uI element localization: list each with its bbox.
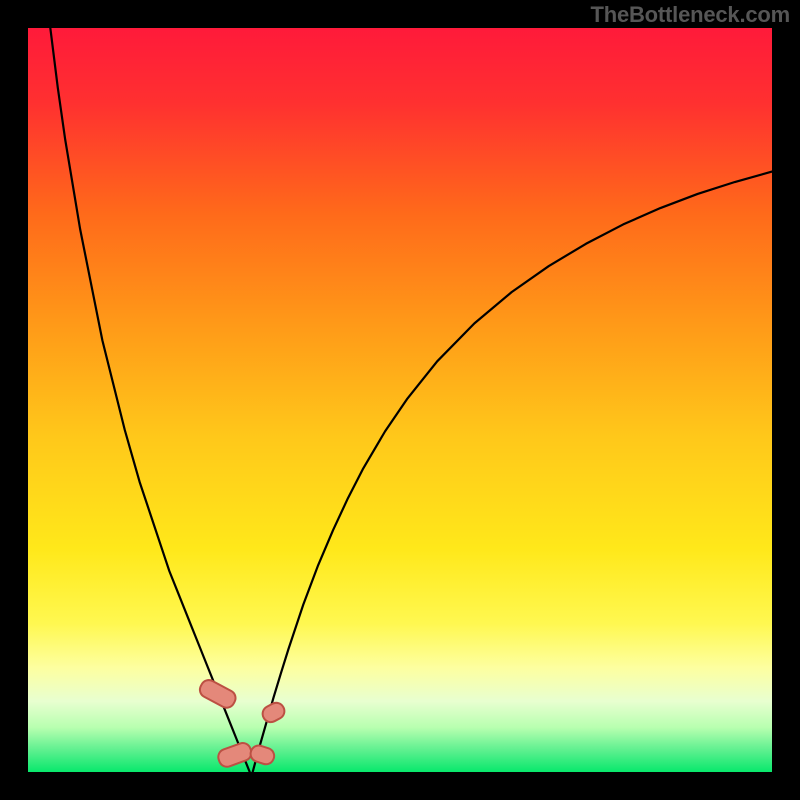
chart-frame: TheBottleneck.com [0, 0, 800, 800]
watermark-text: TheBottleneck.com [590, 2, 790, 28]
bottleneck-chart-svg [0, 0, 800, 800]
plot-background [28, 28, 772, 772]
